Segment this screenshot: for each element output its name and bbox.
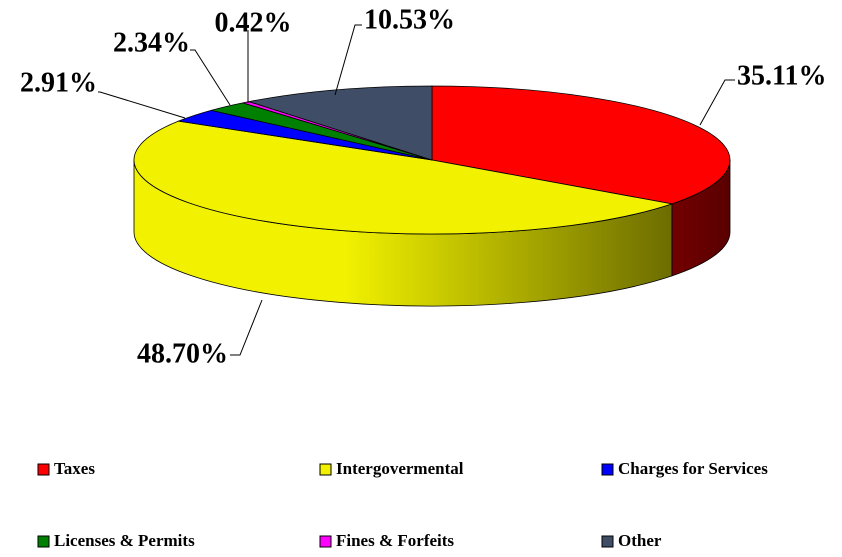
data-label: 35.11% [737,60,826,91]
legend-label: Charges for Services [618,459,768,478]
legend-swatch [37,535,50,548]
data-labels: 35.11% 48.70% 2.91% 2.34% 0.42% 10.53% [20,4,826,369]
slice [431,85,731,205]
slice [133,120,673,235]
leader-line [190,49,231,106]
legend-label: Intergovermental [336,459,464,478]
legend-swatch [37,463,50,476]
legend-label: Fines & Forfeits [336,531,454,550]
legend-label: Taxes [54,459,95,478]
data-label: 10.53% [364,4,455,35]
pie-tops [133,85,731,235]
legend: Taxes Intergovermental Charges for Service… [37,459,768,550]
data-label: 2.91% [20,67,97,98]
leader-line [98,91,186,119]
slice [248,85,433,161]
legend-swatch [319,463,332,476]
leader-line [230,299,263,356]
legend-label: Other [618,531,662,550]
legend-swatch [319,535,332,548]
data-label: 0.42% [215,7,292,38]
legend-swatch [601,535,614,548]
legend-swatch [601,463,614,476]
data-label: 2.34% [113,27,190,58]
leader-line [699,79,735,126]
leader-line [334,24,362,96]
legend-label: Licenses & Permits [54,531,195,550]
data-label: 48.70% [137,338,228,369]
